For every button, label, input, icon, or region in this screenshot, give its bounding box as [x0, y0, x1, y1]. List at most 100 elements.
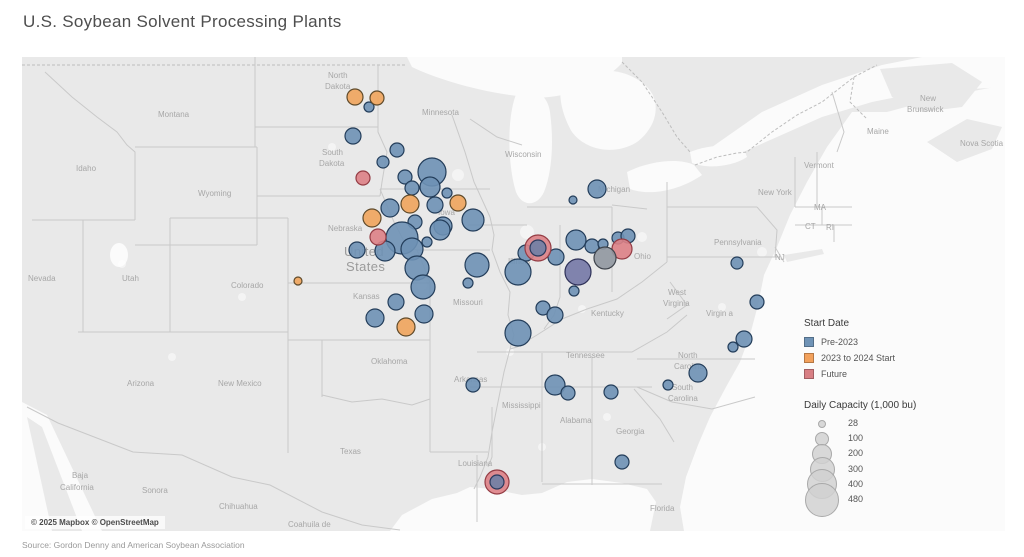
long-island-land — [784, 249, 824, 262]
state-label: Florida — [650, 504, 675, 513]
state-label: Vermont — [804, 161, 835, 170]
state-label: Baja — [72, 471, 89, 480]
plant-marker[interactable] — [449, 194, 467, 212]
plant-marker[interactable] — [544, 374, 566, 396]
state-label: Missouri — [453, 298, 483, 307]
plant-marker[interactable] — [727, 341, 739, 353]
state-label: Dakota — [319, 159, 345, 168]
plant-marker[interactable] — [426, 196, 444, 214]
plant-marker[interactable] — [363, 101, 375, 113]
legend-item-pre-2023[interactable]: Pre-2023 — [804, 334, 999, 350]
state-label: Sonora — [142, 486, 168, 495]
water-shapes — [22, 57, 1005, 531]
plant-marker[interactable] — [564, 258, 592, 286]
state-label: South — [322, 148, 343, 157]
lake-erie — [627, 161, 702, 193]
plant-marker[interactable] — [397, 169, 413, 185]
state-label: Carolina — [668, 394, 698, 403]
plant-marker[interactable] — [441, 187, 453, 199]
plant-marker[interactable] — [376, 155, 390, 169]
state-label: Tennessee — [566, 351, 605, 360]
plant-marker[interactable] — [735, 330, 753, 348]
plant-marker[interactable] — [369, 90, 385, 106]
plant-marker[interactable] — [362, 208, 382, 228]
state-label: Louisiana — [458, 459, 493, 468]
plant-marker[interactable] — [369, 228, 387, 246]
plant-marker[interactable] — [504, 258, 532, 286]
state-label: Coahuila de — [288, 520, 331, 529]
plant-marker[interactable] — [429, 219, 451, 241]
baja-land — [27, 417, 82, 531]
legend-label: 2023 to 2024 Start — [821, 353, 896, 363]
plant-marker[interactable] — [662, 379, 674, 391]
plant-marker[interactable] — [387, 293, 405, 311]
plant-marker[interactable] — [489, 474, 505, 490]
state-label: Brunswick — [907, 105, 944, 114]
state-label: Idaho — [76, 164, 97, 173]
plant-marker[interactable] — [504, 319, 532, 347]
state-label: North — [328, 71, 348, 80]
lake-michigan — [509, 90, 552, 204]
legend-item-2023-to-2024-start[interactable]: 2023 to 2024 Start — [804, 350, 999, 366]
plant-marker[interactable] — [568, 195, 578, 205]
state-label: Nova Scotia — [960, 139, 1004, 148]
plant-marker[interactable] — [404, 180, 420, 196]
atlantic-ocean — [680, 85, 1005, 531]
plant-marker[interactable] — [529, 239, 547, 257]
plant-marker[interactable] — [400, 194, 420, 214]
state-label: Nebraska — [328, 224, 363, 233]
plant-marker[interactable] — [380, 198, 400, 218]
source-note: Source: Gordon Denny and American Soybea… — [22, 540, 245, 550]
plant-marker[interactable] — [546, 306, 564, 324]
plant-marker[interactable] — [421, 236, 433, 248]
plant-marker[interactable] — [560, 385, 576, 401]
plant-marker[interactable] — [688, 363, 708, 383]
basemap: Montana North Dakota Minnesota Idaho Wisconsi… — [22, 57, 1005, 531]
map-canvas[interactable]: Montana North Dakota Minnesota Idaho Wisconsi… — [22, 57, 1005, 531]
lake-huron — [560, 70, 656, 150]
plant-marker[interactable] — [568, 285, 580, 297]
plant-marker[interactable] — [749, 294, 765, 310]
state-label: Kansas — [353, 292, 380, 301]
plant-marker[interactable] — [461, 208, 485, 232]
map-attribution[interactable]: © 2025 Mapbox © OpenStreetMap — [25, 516, 165, 529]
state-label: South — [672, 383, 693, 392]
plant-marker[interactable] — [565, 229, 587, 251]
plant-marker[interactable] — [614, 454, 630, 470]
state-label: New — [920, 94, 936, 103]
capacity-size-label: 480 — [848, 493, 864, 504]
plant-marker[interactable] — [410, 274, 436, 300]
state-label: Oklahoma — [371, 357, 408, 366]
legend-item-future[interactable]: Future — [804, 366, 999, 382]
state-label: New York — [758, 188, 793, 197]
capacity-legend-title: Daily Capacity (1,000 bu) — [804, 400, 917, 411]
plant-marker[interactable] — [464, 252, 490, 278]
plant-marker[interactable] — [593, 246, 617, 270]
plant-marker[interactable] — [465, 377, 481, 393]
capacity-row: 480 — [804, 482, 999, 517]
plant-marker[interactable] — [419, 176, 441, 198]
plant-marker[interactable] — [389, 142, 405, 158]
plant-marker[interactable] — [293, 276, 303, 286]
capacity-size-label: 300 — [848, 463, 864, 474]
capacity-size-circle — [805, 482, 839, 517]
nova-scotia-land — [927, 119, 1002, 162]
plant-marker[interactable] — [396, 317, 416, 337]
plant-marker[interactable] — [344, 127, 362, 145]
plant-marker[interactable] — [414, 304, 434, 324]
plant-marker[interactable] — [365, 308, 385, 328]
state-label: Colorado — [231, 281, 264, 290]
new-brunswick-land — [880, 63, 982, 112]
plant-marker[interactable] — [587, 179, 607, 199]
state-label: Virginia — [663, 299, 690, 308]
plant-marker[interactable] — [535, 300, 551, 316]
plant-marker[interactable] — [730, 256, 744, 270]
plant-marker[interactable] — [603, 384, 619, 400]
plant-marker[interactable] — [462, 277, 474, 289]
state-label: MA — [814, 203, 827, 212]
plant-marker[interactable] — [355, 170, 371, 186]
start-date-legend-title: Start Date — [804, 318, 850, 329]
plant-marker[interactable] — [348, 241, 366, 259]
plant-marker[interactable] — [346, 88, 364, 106]
state-label: Ohio — [634, 252, 651, 261]
